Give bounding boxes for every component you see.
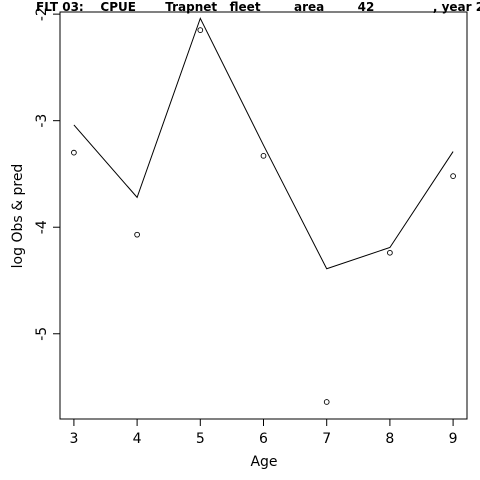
y-axis: -5 -4 -3 -2: [34, 7, 60, 341]
plot-border: [59, 11, 468, 420]
series-layer: [71, 17, 456, 405]
y-tick-label: -5: [34, 327, 50, 341]
observed-point: [260, 152, 267, 159]
chart-title: FLT 03: CPUE Trapnet fleet area 42 , yea…: [36, 0, 480, 14]
x-tick-label: 4: [133, 431, 142, 447]
observed-point: [197, 27, 204, 33]
y-tick-label: -3: [34, 114, 50, 128]
x-tick-label: 9: [449, 431, 458, 447]
x-tick-label: 8: [385, 431, 394, 447]
x-axis-label: Age: [250, 454, 277, 470]
observed-point: [387, 249, 393, 256]
y-tick-label: -4: [34, 220, 50, 234]
x-tick-label: 5: [196, 431, 205, 447]
observed-point: [134, 231, 140, 238]
x-tick-label: 3: [69, 431, 78, 447]
observed-point: [450, 173, 456, 179]
observed-point: [323, 399, 330, 405]
observed-point: [71, 149, 77, 156]
y-tick-label: -2: [34, 7, 50, 21]
predicted-series-line: [73, 17, 454, 270]
x-axis: 3 4 5 6 7 8 9: [69, 419, 458, 447]
y-axis-label: log Obs & pred: [10, 164, 26, 269]
x-tick-label: 7: [322, 431, 331, 447]
x-tick-label: 6: [259, 431, 268, 447]
